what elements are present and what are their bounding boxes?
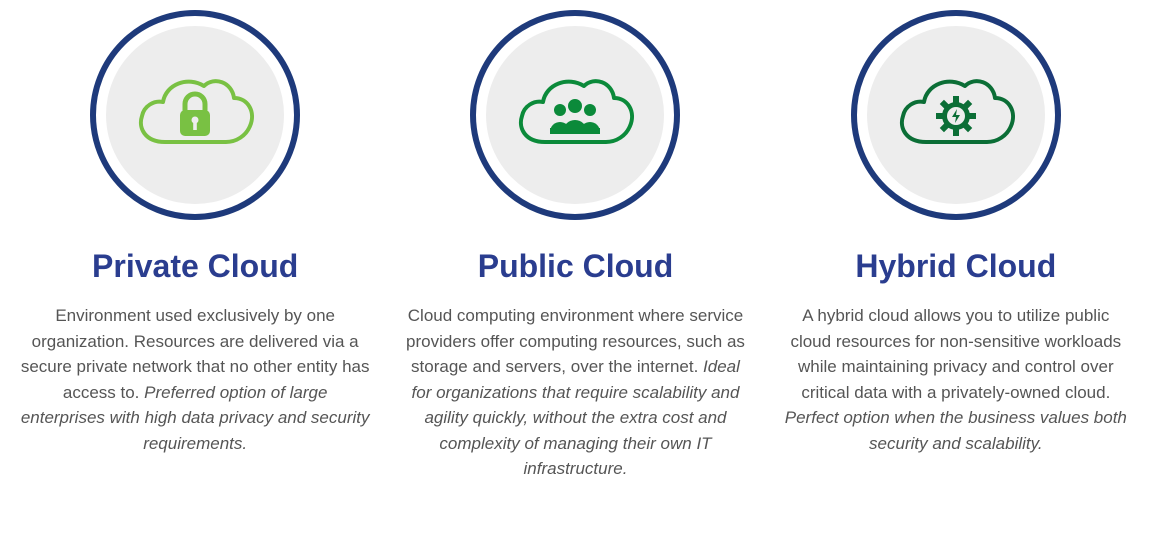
card-description: A hybrid cloud allows you to utilize pub… — [781, 303, 1131, 456]
desc-emphasis: Perfect option when the business values … — [785, 408, 1127, 453]
cloud-types-row: Private Cloud Environment used exclusive… — [20, 10, 1131, 482]
circle-outer — [90, 10, 300, 220]
cloud-lock-icon — [130, 70, 260, 160]
card-title: Private Cloud — [92, 248, 298, 285]
circle-outer — [470, 10, 680, 220]
card-title: Hybrid Cloud — [855, 248, 1056, 285]
card-description: Cloud computing environment where servic… — [400, 303, 750, 482]
circle-outer — [851, 10, 1061, 220]
card-title: Public Cloud — [478, 248, 674, 285]
card-description: Environment used exclusively by one orga… — [20, 303, 370, 456]
circle-inner — [106, 26, 284, 204]
desc-text: A hybrid cloud allows you to utilize pub… — [790, 306, 1121, 402]
cloud-gear-icon — [891, 70, 1021, 160]
card-hybrid-cloud: Hybrid Cloud A hybrid cloud allows you t… — [781, 10, 1131, 482]
card-private-cloud: Private Cloud Environment used exclusive… — [20, 10, 370, 482]
cloud-people-icon — [510, 70, 640, 160]
card-public-cloud: Public Cloud Cloud computing environment… — [400, 10, 750, 482]
desc-text: Cloud computing environment where servic… — [406, 306, 745, 376]
circle-inner — [486, 26, 664, 204]
circle-inner — [867, 26, 1045, 204]
